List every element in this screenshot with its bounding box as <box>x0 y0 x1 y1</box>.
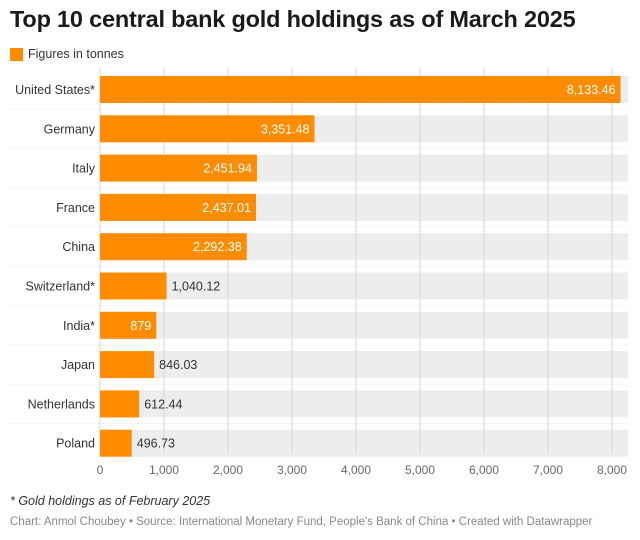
category-label: Poland <box>56 437 95 451</box>
bar-track <box>100 272 628 300</box>
bar-chart: United States* 8,133.46 Germany 3,351.48 Ita… <box>10 68 628 477</box>
x-tick-label: 2,000 <box>213 463 243 477</box>
bar <box>100 193 256 221</box>
value-label: 612.44 <box>144 397 182 411</box>
category-label: Netherlands <box>28 397 95 411</box>
chart-title: Top 10 central bank gold holdings as of … <box>10 6 576 32</box>
value-label: 879 <box>130 319 151 333</box>
bar-track <box>100 429 628 457</box>
bar <box>100 76 621 103</box>
value-label: 3,351.48 <box>261 122 310 136</box>
source-credit: Chart: Anmol Choubey • Source: Internati… <box>10 516 593 528</box>
x-tick-label: 5,000 <box>405 463 435 477</box>
bar <box>100 115 315 143</box>
bar <box>100 233 247 261</box>
category-label: France <box>56 201 95 215</box>
legend: Figures in tonnes <box>10 45 124 63</box>
value-label: 2,451.94 <box>203 162 252 176</box>
value-label: 8,133.46 <box>567 83 616 97</box>
value-label: 1,040.12 <box>172 280 221 294</box>
bar <box>100 390 140 418</box>
bar <box>100 429 132 457</box>
x-tick-label: 3,000 <box>277 463 307 477</box>
x-tick-label: 4,000 <box>341 463 371 477</box>
x-tick-label: 1,000 <box>149 463 179 477</box>
legend-swatch <box>10 47 23 61</box>
bar-track <box>100 351 628 379</box>
bar-track <box>100 311 628 339</box>
category-label: China <box>62 240 95 254</box>
x-tick-label: 8,000 <box>597 463 627 477</box>
category-label: Japan <box>61 358 95 372</box>
x-tick-label: 7,000 <box>533 463 563 477</box>
value-label: 846.03 <box>159 358 197 372</box>
x-tick-label: 0 <box>97 463 104 477</box>
value-label: 2,437.01 <box>202 201 251 215</box>
footnote: * Gold holdings as of February 2025 <box>10 494 211 508</box>
legend-label: Figures in tonnes <box>28 47 124 61</box>
value-label: 2,292.38 <box>193 240 242 254</box>
x-tick-label: 6,000 <box>469 463 499 477</box>
bar <box>100 154 257 182</box>
bar <box>100 272 167 300</box>
bar-track <box>100 390 628 418</box>
category-label: United States* <box>15 83 95 97</box>
category-label: India* <box>63 319 95 333</box>
category-label: Switzerland* <box>26 280 96 294</box>
category-label: Italy <box>72 162 96 176</box>
bar <box>100 311 157 339</box>
bar <box>100 351 155 379</box>
category-label: Germany <box>44 122 96 136</box>
value-label: 496.73 <box>137 437 175 451</box>
